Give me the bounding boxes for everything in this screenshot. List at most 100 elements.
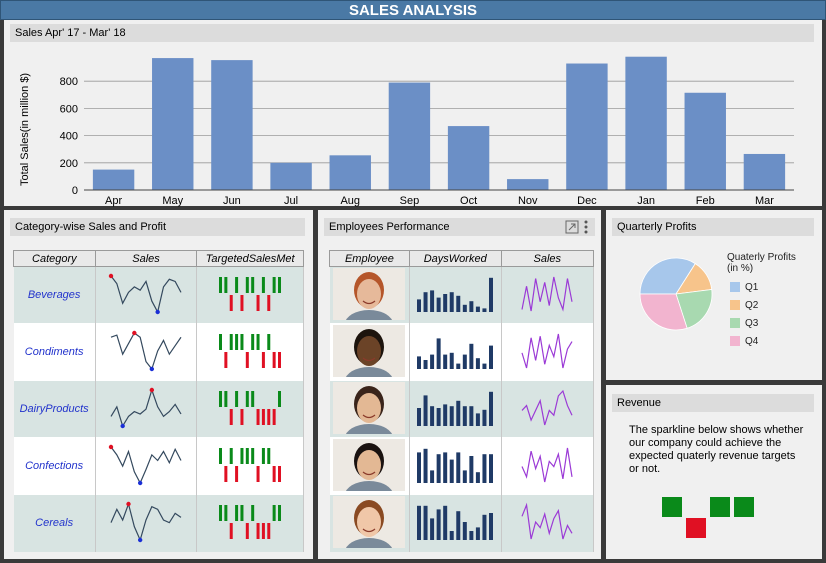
table-row[interactable]: Condiments	[13, 323, 304, 381]
days-worked-bar	[443, 451, 448, 483]
avatar-smile	[362, 471, 376, 475]
days-worked-sparkline	[417, 448, 494, 483]
table-row[interactable]: Cereals	[13, 494, 304, 552]
employee-photo-cell	[329, 380, 410, 452]
sales-sparkline	[110, 387, 182, 428]
target-winloss-cell	[196, 437, 304, 495]
legend-label: Q4	[745, 336, 759, 347]
column-header-employee-sales[interactable]: Sales	[500, 250, 595, 267]
bar-mar[interactable]	[743, 153, 786, 190]
employee-photo-cell	[329, 437, 410, 509]
column-header-targeted-sales-met[interactable]: TargetedSalesMet	[196, 250, 304, 267]
bar-nov[interactable]	[507, 179, 549, 190]
days-worked-bar	[443, 354, 448, 369]
target-met-mark	[224, 276, 228, 293]
x-tick-label: Oct	[460, 195, 477, 207]
days-worked-bar	[436, 509, 441, 540]
target-met-mark	[251, 504, 255, 521]
table-row[interactable]	[329, 380, 595, 452]
target-met-mark	[262, 447, 266, 464]
target-met-mark	[219, 390, 223, 407]
category-cell: Condiments	[13, 323, 96, 381]
bar-apr[interactable]	[92, 169, 135, 190]
category-table: Category Sales TargetedSalesMet Beverage…	[13, 250, 304, 552]
column-header-employee[interactable]: Employee	[329, 250, 410, 267]
days-worked-bar	[430, 354, 435, 369]
expand-icon[interactable]	[565, 220, 579, 234]
employee-sales-cell	[501, 323, 595, 381]
avatar	[333, 381, 406, 452]
days-worked-bar	[423, 448, 428, 483]
days-worked-bar	[436, 453, 441, 483]
y-tick-label: 600	[60, 103, 78, 115]
bar-aug[interactable]	[329, 155, 371, 190]
target-met-mark	[235, 504, 239, 521]
x-tick-label: Mar	[755, 195, 774, 207]
bar-feb[interactable]	[684, 92, 726, 190]
target-met-mark	[262, 276, 266, 293]
target-met-mark	[224, 504, 228, 521]
table-row[interactable]	[329, 494, 595, 563]
x-tick-label: Sep	[400, 195, 420, 207]
revenue-description: The sparkline below shows whether our co…	[629, 424, 804, 475]
target-winloss-sparkline	[219, 504, 282, 539]
target-met-mark	[278, 504, 282, 521]
target-met-mark	[219, 333, 223, 350]
days-worked-sparkline	[417, 391, 494, 426]
avatar	[333, 267, 406, 338]
target-met-mark	[278, 276, 282, 293]
sparkline-high-marker	[132, 330, 137, 335]
target-met-mark	[224, 390, 228, 407]
category-panel: Category-wise Sales and Profit Category …	[4, 210, 313, 559]
target-met-mark	[251, 390, 255, 407]
sparkline-low-marker	[137, 537, 143, 542]
sparkline-high-marker	[149, 387, 155, 392]
column-header-sales[interactable]: Sales	[94, 250, 198, 267]
sales-sparkline	[108, 444, 182, 485]
days-worked-bar	[417, 407, 422, 426]
sales-sparkline	[110, 501, 182, 542]
table-row[interactable]	[329, 323, 595, 395]
pie-slice-q3[interactable]	[675, 289, 713, 329]
table-row[interactable]	[329, 266, 595, 338]
days-worked-bar	[456, 295, 461, 312]
target-met-mark	[240, 447, 244, 464]
table-row[interactable]: Confections	[13, 437, 304, 495]
sparkline-path	[521, 389, 573, 425]
bar-sep[interactable]	[388, 82, 431, 190]
column-header-category[interactable]: Category	[13, 250, 96, 267]
target-met-mark	[267, 333, 271, 350]
sales-bar-chart: 0 200 400 600 800 Apr May Jun Jul Aug Sep Oct Nov Dec…	[19, 56, 794, 207]
target-missed-mark	[267, 294, 271, 311]
more-options-icon[interactable]	[583, 220, 589, 234]
bar-may[interactable]	[152, 58, 194, 190]
pie-slice-q4[interactable]	[639, 293, 688, 331]
table-row[interactable]	[329, 437, 595, 509]
bar-jul[interactable]	[270, 162, 312, 190]
days-worked-bar	[489, 512, 494, 540]
bar-jan[interactable]	[625, 56, 667, 190]
bar-jun[interactable]	[211, 60, 253, 191]
target-missed-mark	[240, 408, 244, 425]
bar-dec[interactable]	[566, 63, 608, 190]
y-tick-label: 800	[60, 76, 78, 88]
target-met-mark	[229, 447, 233, 464]
target-met-mark	[235, 276, 239, 293]
target-met-mark	[219, 276, 223, 293]
table-row[interactable]: DairyProducts	[13, 380, 304, 438]
days-worked-bar	[456, 363, 461, 369]
target-met-mark	[278, 390, 282, 407]
target-winloss-sparkline	[219, 447, 282, 482]
employees-panel: Employees Performance Employee DaysWorke…	[318, 210, 601, 563]
target-missed-mark	[224, 465, 228, 482]
days-worked-bar	[417, 451, 422, 483]
column-header-days-worked[interactable]: DaysWorked	[408, 250, 502, 267]
category-name: DairyProducts	[19, 403, 89, 415]
days-worked-bar	[436, 407, 441, 426]
days-worked-bar	[469, 455, 474, 483]
target-missed-mark	[256, 408, 260, 425]
bar-oct[interactable]	[447, 126, 490, 190]
avatar-smile	[362, 300, 376, 304]
table-row[interactable]: Beverages	[13, 266, 304, 324]
sparkline-path	[521, 333, 573, 368]
